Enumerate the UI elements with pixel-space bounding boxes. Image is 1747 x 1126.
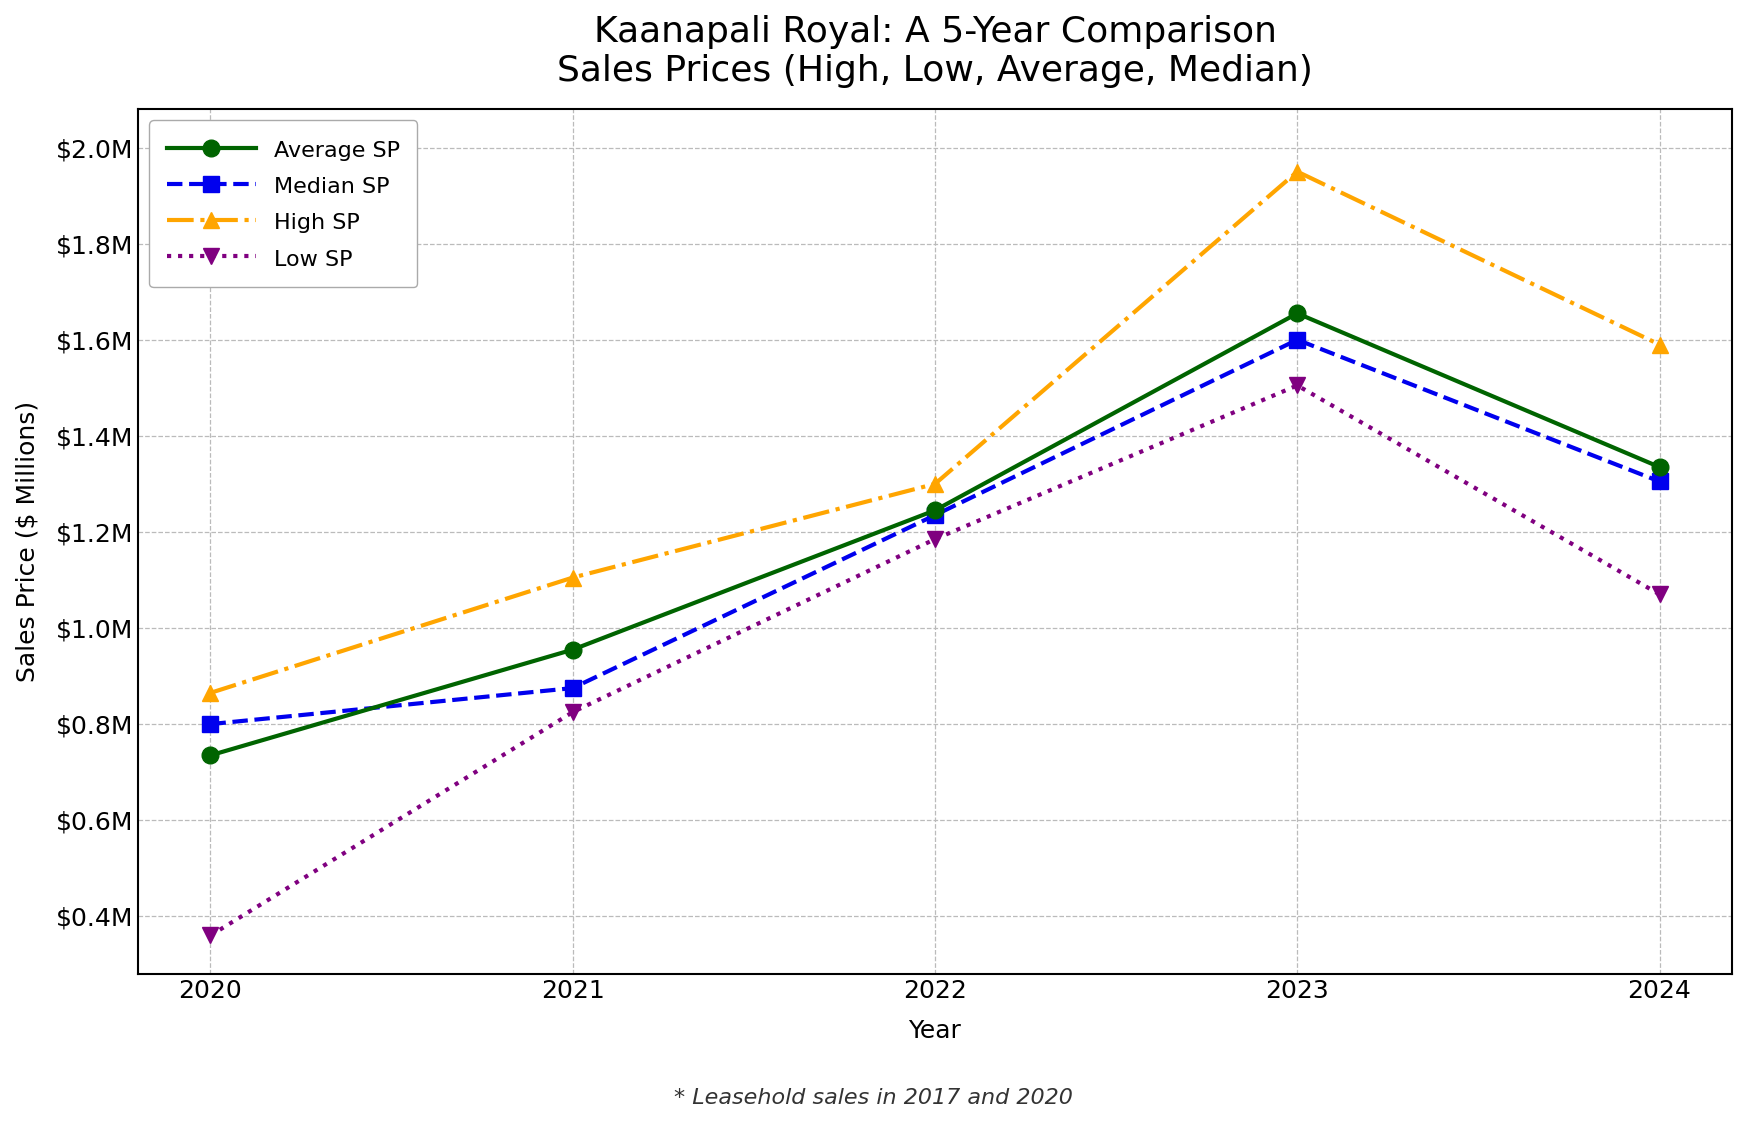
- Low SP: [1288, 378, 1309, 392]
- Average SP: [1649, 461, 1670, 474]
- Median SP: [1649, 475, 1670, 489]
- Low SP: [1649, 588, 1670, 601]
- Line: Median SP: Median SP: [203, 331, 1668, 732]
- Average SP: [1288, 306, 1309, 320]
- Y-axis label: Sales Price ($ Millions): Sales Price ($ Millions): [16, 401, 38, 682]
- High SP: [199, 686, 220, 699]
- High SP: [924, 477, 945, 491]
- Average SP: [199, 749, 220, 762]
- Line: Low SP: Low SP: [203, 377, 1668, 944]
- Line: Average SP: Average SP: [203, 305, 1668, 763]
- Average SP: [563, 643, 583, 656]
- Median SP: [1288, 333, 1309, 347]
- Title: Kaanapali Royal: A 5-Year Comparison
Sales Prices (High, Low, Average, Median): Kaanapali Royal: A 5-Year Comparison Sal…: [557, 15, 1314, 89]
- X-axis label: Year: Year: [908, 1019, 961, 1044]
- Low SP: [924, 533, 945, 546]
- High SP: [563, 571, 583, 584]
- High SP: [1288, 164, 1309, 178]
- Line: High SP: High SP: [203, 163, 1668, 701]
- Legend: Average SP, Median SP, High SP, Low SP: Average SP, Median SP, High SP, Low SP: [148, 120, 418, 287]
- Average SP: [924, 503, 945, 517]
- Median SP: [199, 717, 220, 731]
- Low SP: [199, 929, 220, 942]
- Low SP: [563, 705, 583, 718]
- Median SP: [563, 681, 583, 695]
- Text: * Leasehold sales in 2017 and 2020: * Leasehold sales in 2017 and 2020: [674, 1088, 1073, 1108]
- High SP: [1649, 338, 1670, 351]
- Median SP: [924, 508, 945, 521]
